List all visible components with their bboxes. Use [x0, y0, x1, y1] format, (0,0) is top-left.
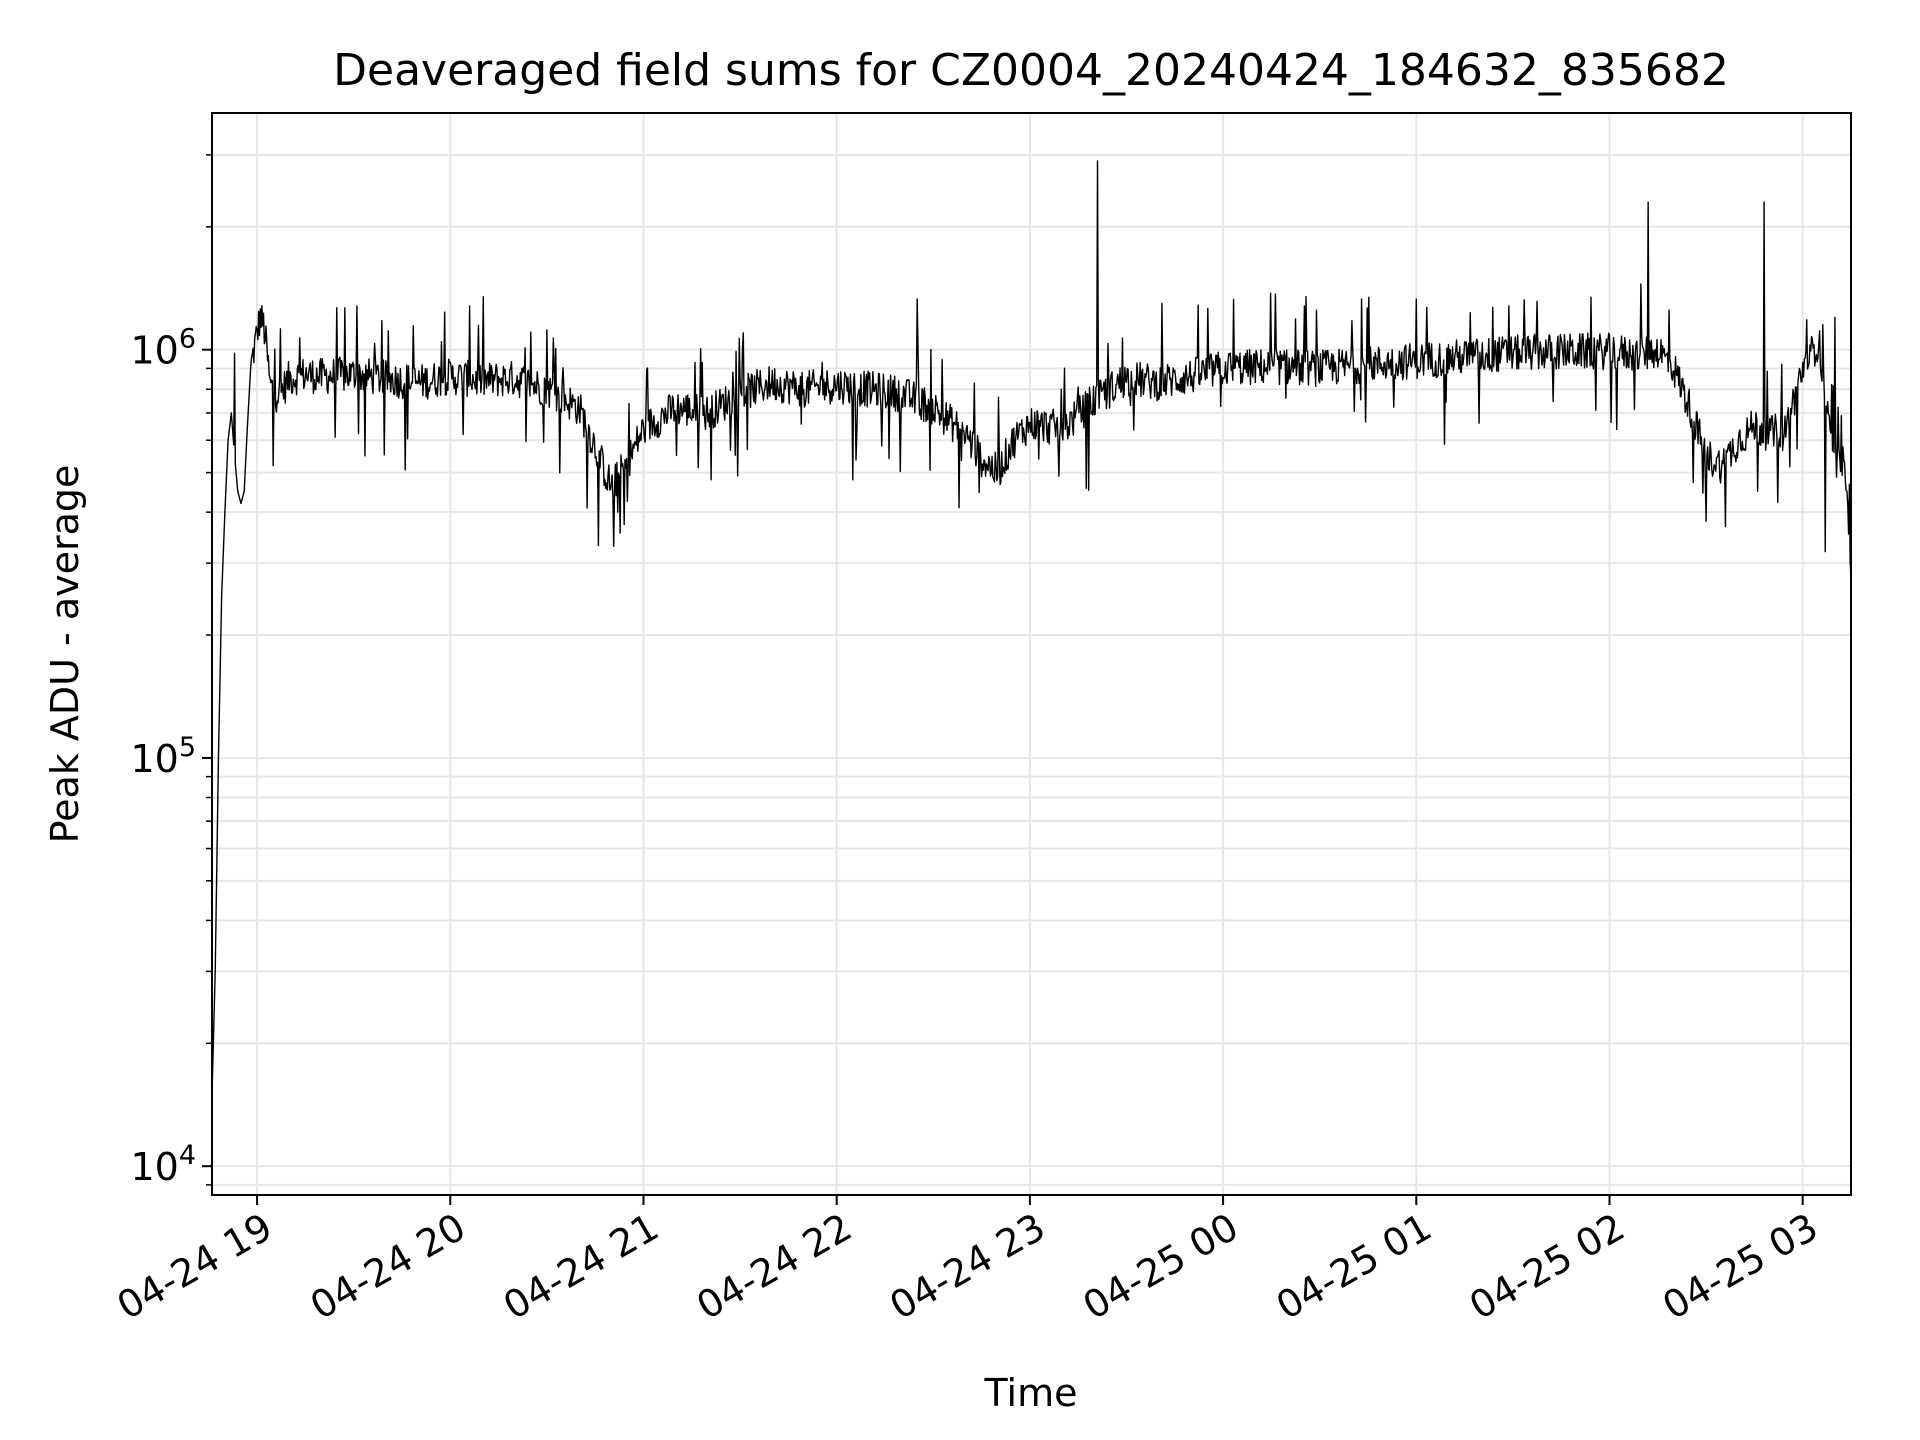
x-axis-label: Time [984, 1371, 1078, 1415]
chart-title: Deaveraged field sums for CZ0004_2024042… [333, 45, 1729, 96]
y-tick-label: 106 [130, 324, 196, 373]
series-line [211, 160, 1852, 1095]
y-tick-label: 105 [130, 732, 196, 781]
axes-frame [211, 112, 1852, 1196]
y-axis-label: Peak ADU - average [43, 465, 87, 844]
y-tick-label: 104 [130, 1140, 196, 1189]
plot-area [211, 160, 1852, 1095]
grid [212, 113, 1851, 1195]
